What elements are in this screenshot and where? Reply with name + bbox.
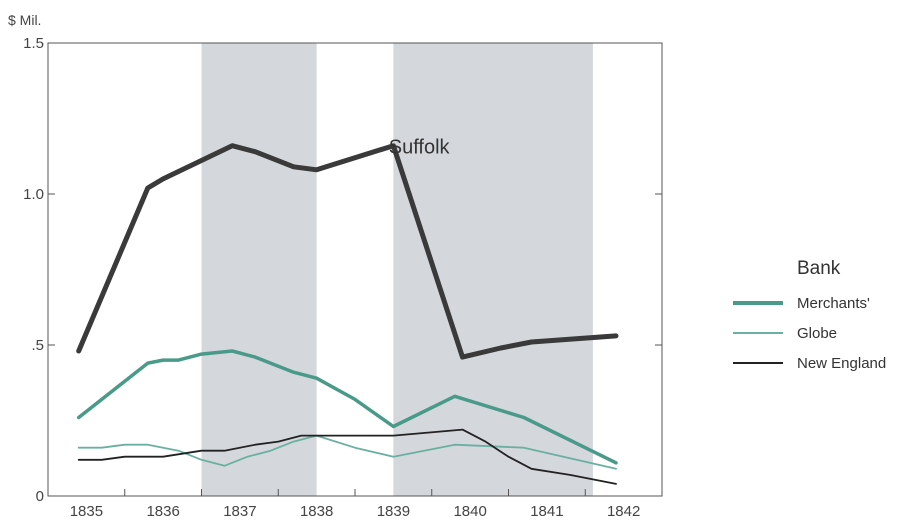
x-tick-label: 1838 [300, 503, 333, 520]
legend-item-globe: Globe [733, 318, 903, 348]
legend-swatch-new-england [733, 362, 783, 364]
legend: Bank Merchants' Globe New England [733, 258, 903, 378]
y-unit-label: $ Mil. [8, 12, 41, 28]
legend-swatch-merchants [733, 301, 783, 305]
x-tick-label: 1835 [70, 503, 103, 520]
y-tick-label: 0 [36, 488, 44, 505]
legend-label-globe: Globe [797, 325, 837, 342]
suffolk-annotation: Suffolk [389, 137, 451, 159]
legend-label-new-england: New England [797, 355, 886, 372]
legend-title: Bank [797, 258, 903, 280]
legend-swatch-globe [733, 332, 783, 334]
x-tick-label: 1836 [146, 503, 179, 520]
x-tick-label: 1841 [530, 503, 563, 520]
shaded-period-2 [393, 43, 593, 496]
shaded-period-1 [202, 43, 317, 496]
x-tick-label: 1839 [377, 503, 410, 520]
y-tick-label: 1.0 [23, 186, 44, 203]
y-tick-label: 1.5 [23, 35, 44, 52]
legend-label-merchants: Merchants' [797, 295, 870, 312]
x-tick-label: 1837 [223, 503, 256, 520]
x-tick-label: 1842 [607, 503, 640, 520]
legend-item-merchants: Merchants' [733, 288, 903, 318]
x-tick-label: 1840 [453, 503, 486, 520]
y-tick-label: .5 [31, 337, 44, 354]
legend-item-new-england: New England [733, 348, 903, 378]
recession-shading [202, 43, 593, 496]
